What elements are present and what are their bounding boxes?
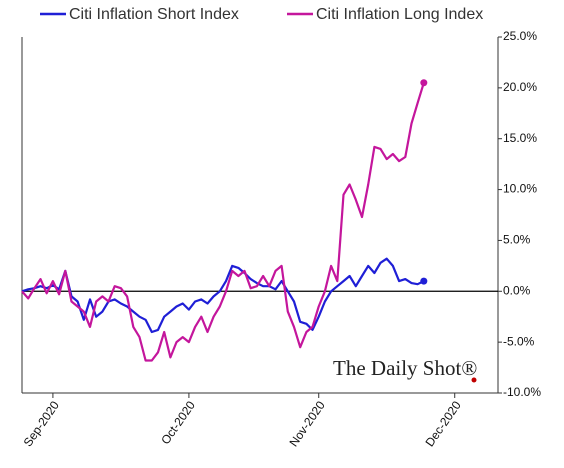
y-tick-label: 0.0% [503, 283, 531, 297]
y-tick-label: 5.0% [503, 233, 531, 247]
x-tick-label: Dec-2020 [422, 398, 463, 449]
y-tick-label: 20.0% [503, 80, 537, 94]
y-tick-label: 15.0% [503, 131, 537, 145]
series-line [21, 257, 425, 334]
legend-text: Citi Inflation Long Index [316, 6, 483, 23]
y-tick-label: -10.0% [503, 385, 541, 399]
watermark-dot [471, 377, 477, 383]
x-tick-label: Sep-2020 [21, 398, 63, 449]
legend-text: Citi Inflation Short Index [69, 6, 239, 23]
y-tick-label: -5.0% [503, 334, 535, 348]
x-tick-label: Nov-2020 [286, 398, 327, 449]
watermark: The Daily Shot® [333, 356, 477, 380]
x-tick-label: Oct-2020 [158, 398, 198, 447]
end-marker [420, 79, 428, 87]
series-line [21, 82, 425, 362]
end-marker [420, 277, 428, 285]
y-tick-label: 10.0% [503, 182, 537, 196]
y-tick-label: 25.0% [503, 29, 537, 43]
